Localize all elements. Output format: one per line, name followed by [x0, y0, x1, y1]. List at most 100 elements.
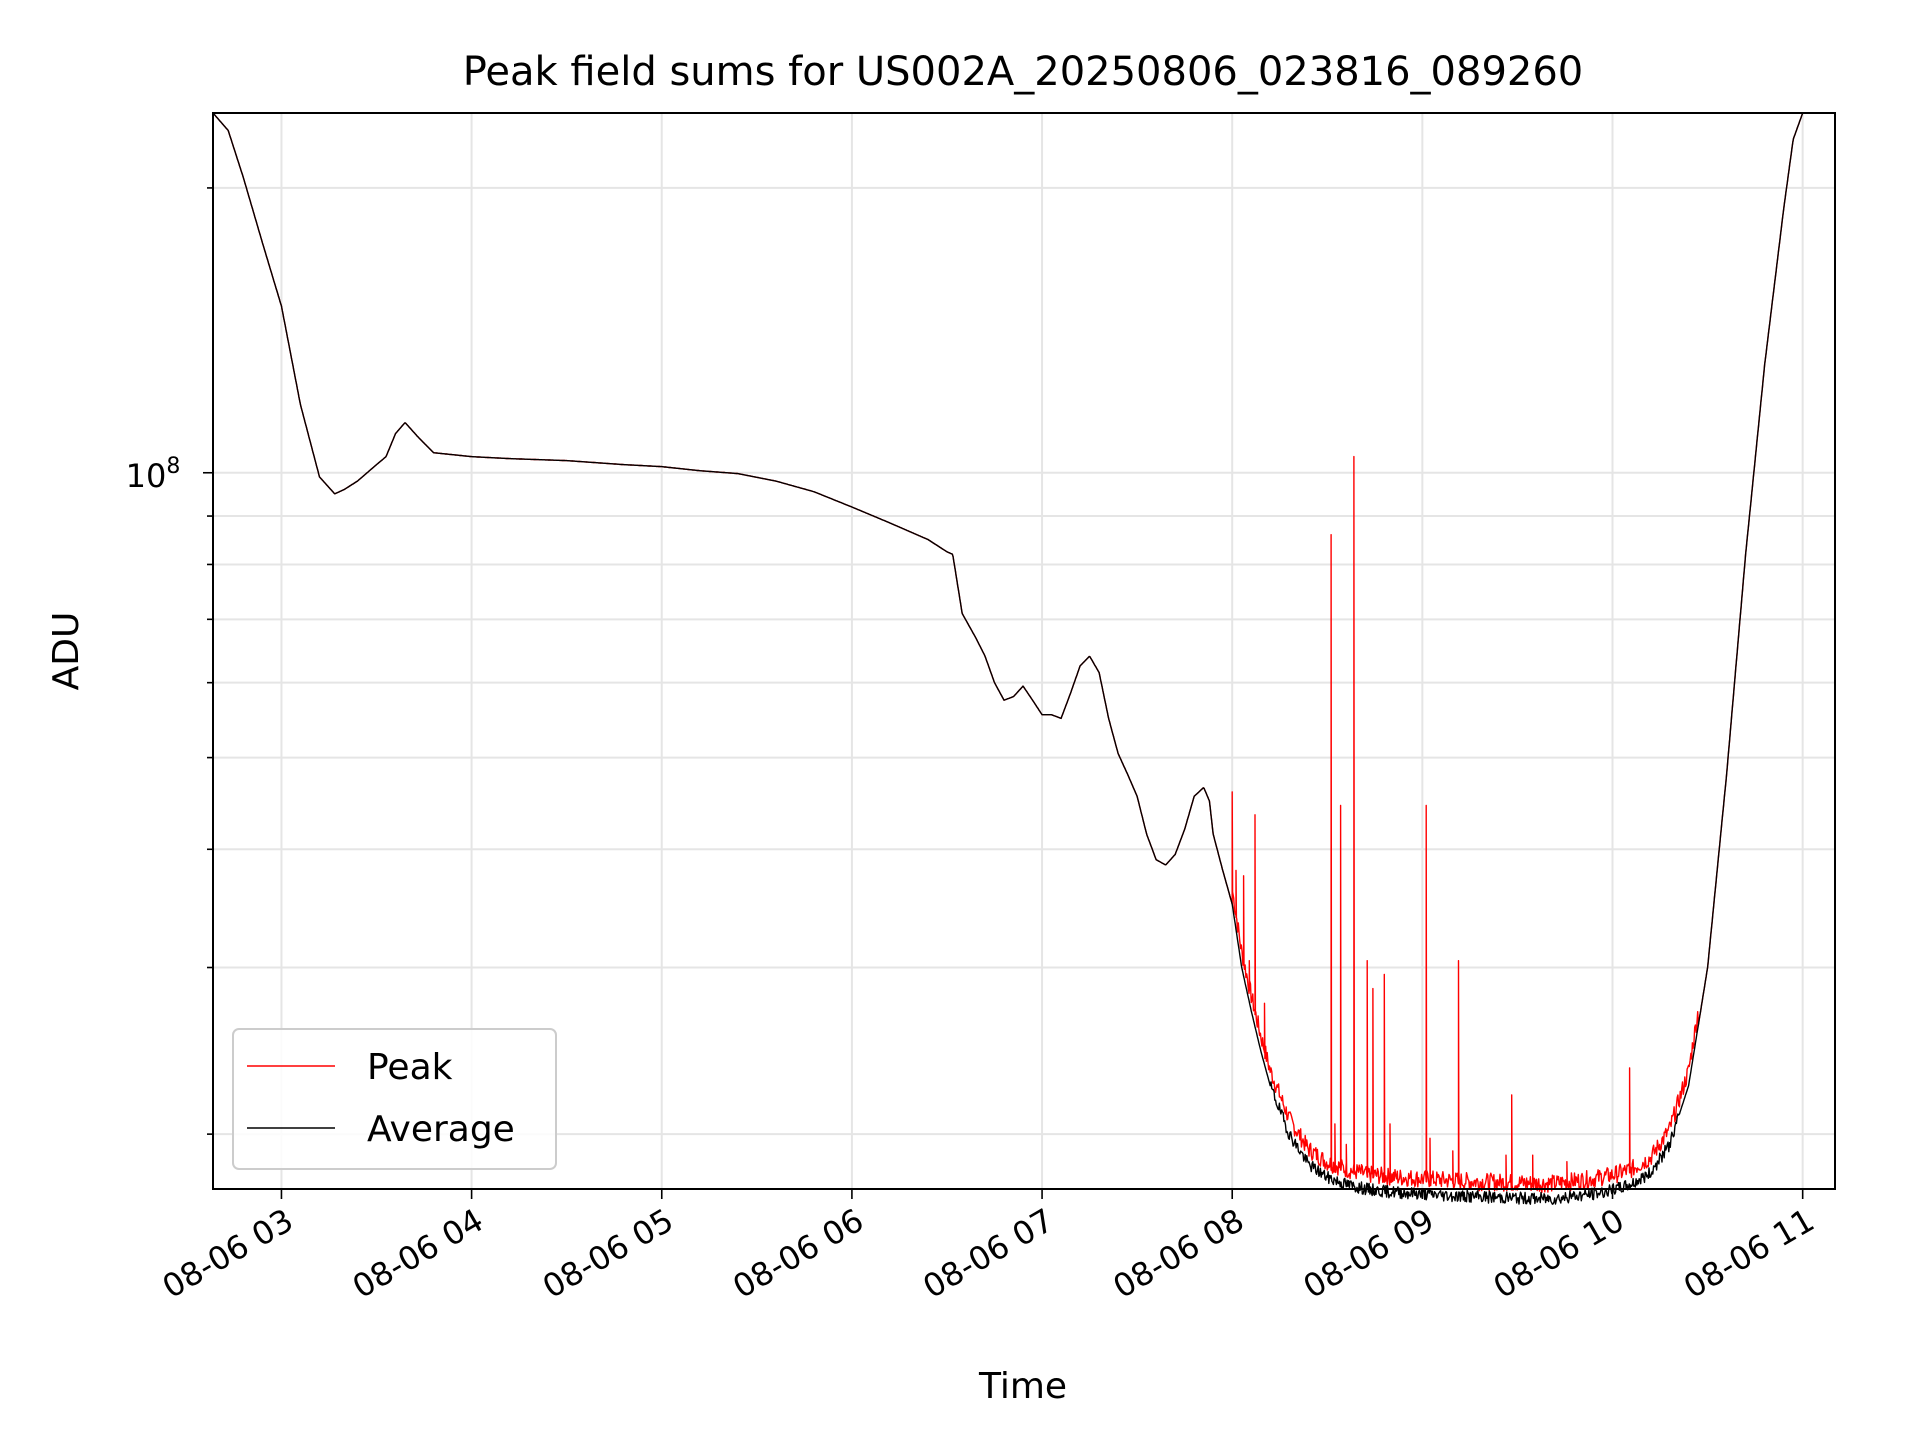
average-data-point: [1212, 833, 1214, 835]
legend: Peak Average: [232, 1028, 557, 1170]
average-data-point: [1241, 967, 1243, 969]
average-data-point: [417, 436, 419, 438]
y-tick-label: 108: [126, 454, 181, 495]
average-data-point: [343, 489, 345, 491]
average-data-point: [946, 551, 948, 553]
average-data-point: [984, 655, 986, 657]
axes-frame: [212, 112, 1836, 1190]
average-data-point: [851, 506, 853, 508]
plot-area: [212, 112, 1804, 1205]
average-data-point: [1383, 1190, 1385, 1192]
average-data-point: [737, 473, 739, 475]
average-data-point: [404, 422, 406, 424]
average-data-point: [280, 305, 282, 307]
average-data-point: [1554, 1198, 1556, 1200]
average-data-point: [1022, 685, 1024, 687]
average-data-point: [261, 242, 263, 244]
average-data-point: [1155, 859, 1157, 861]
average-data-point: [227, 129, 229, 131]
average-data-point: [471, 456, 473, 458]
average-data-point: [1051, 714, 1053, 716]
average-data-point: [1032, 699, 1034, 701]
average-data-point: [927, 539, 929, 541]
average-data-point: [1688, 1085, 1690, 1087]
average-data-point: [961, 612, 963, 614]
y-axis: 108: [126, 187, 213, 1135]
average-data-point: [1165, 864, 1167, 866]
average-data-point: [1222, 869, 1224, 871]
average-data-point: [318, 476, 320, 478]
average-data-point: [242, 177, 244, 179]
average-data-point: [334, 493, 336, 495]
average-data-point: [1326, 1176, 1328, 1178]
average-data-point: [975, 636, 977, 638]
average-data-point: [299, 404, 301, 406]
average-data-point: [1345, 1183, 1347, 1185]
average-data-point: [1079, 665, 1081, 667]
average-data-point: [1127, 773, 1129, 775]
average-data-point: [452, 454, 454, 456]
average-data-point: [1783, 208, 1785, 210]
average-data-point: [1497, 1196, 1499, 1198]
average-data-point: [699, 470, 701, 472]
average-data-point: [623, 464, 625, 466]
average-data-point: [1231, 903, 1233, 905]
average-data-point: [395, 433, 397, 435]
average-data-point: [1184, 828, 1186, 830]
average-data-point: [952, 553, 954, 555]
average-data-point: [1174, 853, 1176, 855]
average-data-point: [1146, 833, 1148, 835]
chart-title: Peak field sums for US002A_20250806_0238…: [463, 49, 1584, 95]
average-data-point: [1535, 1198, 1537, 1200]
average-data-point: [994, 682, 996, 684]
average-data-point: [1193, 795, 1195, 797]
average-data-point: [1745, 553, 1747, 555]
average-data-point: [775, 480, 777, 482]
average-data-point: [1288, 1133, 1290, 1135]
average-data-point: [1013, 696, 1015, 698]
average-data-point: [1593, 1193, 1595, 1195]
grid: [213, 113, 1835, 1189]
average-data-point: [385, 456, 387, 458]
average-data-point: [1089, 655, 1091, 657]
average-data-point: [1136, 795, 1138, 797]
average-data-point: [1203, 786, 1205, 788]
average-data-point: [357, 480, 359, 482]
average-data-point: [1573, 1195, 1575, 1197]
average-data-point: [1117, 753, 1119, 755]
average-data-point: [1459, 1195, 1461, 1197]
average-data-point: [1070, 692, 1072, 694]
y-axis-label: ADU: [46, 612, 87, 691]
average-data-point: [1631, 1183, 1633, 1185]
average-data-point: [1307, 1163, 1309, 1165]
average-data-point: [1208, 800, 1210, 802]
average-data-point: [1250, 1010, 1252, 1012]
average-data-point: [433, 452, 435, 454]
legend-peak-label: Peak: [367, 1047, 453, 1088]
average-data-point: [1108, 717, 1110, 719]
average-data-point: [889, 522, 891, 524]
average-data-point: [1707, 967, 1709, 969]
average-series-line: [212, 112, 1804, 1205]
average-data-point: [1260, 1050, 1262, 1052]
average-data-point: [1098, 672, 1100, 674]
average-data-point: [1041, 714, 1043, 716]
average-data-point: [813, 491, 815, 493]
average-data-point: [376, 464, 378, 466]
average-data-point: [661, 466, 663, 468]
x-axis-label: Time: [978, 1366, 1067, 1407]
legend-average-label: Average: [367, 1109, 515, 1150]
average-data-point: [566, 460, 568, 462]
average-data-point: [1792, 139, 1794, 141]
average-data-point: [1650, 1172, 1652, 1174]
average-data-point: [509, 458, 511, 460]
average-data-point: [1269, 1085, 1271, 1087]
legend-box: [232, 1028, 557, 1170]
average-data-point: [1726, 773, 1728, 775]
average-data-point: [1669, 1144, 1671, 1146]
average-data-point: [1060, 717, 1062, 719]
average-data-point: [1402, 1192, 1404, 1194]
